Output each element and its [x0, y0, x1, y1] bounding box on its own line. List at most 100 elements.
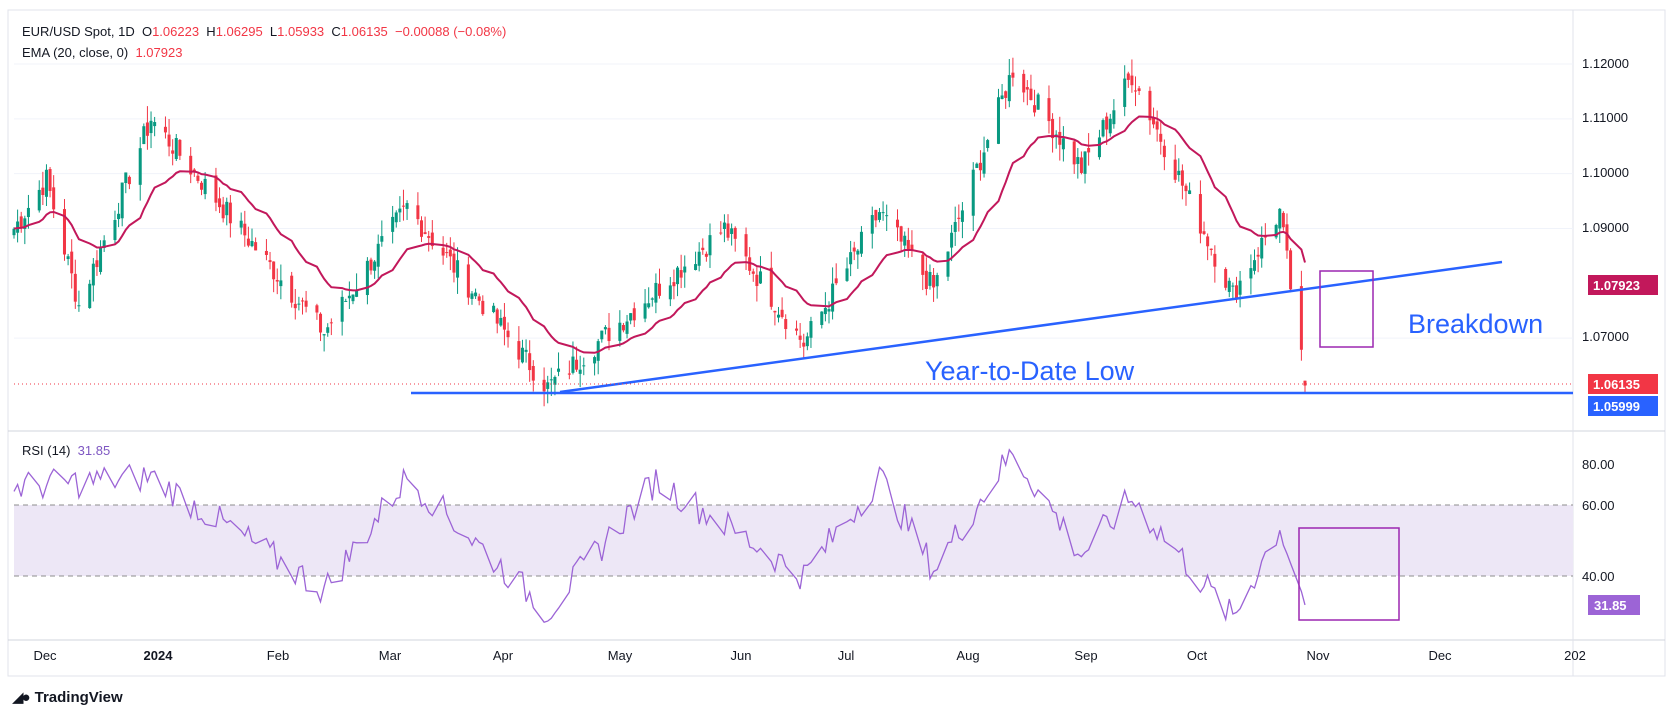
time-tick: Jul	[838, 648, 855, 663]
candle-body	[520, 347, 524, 363]
candle-body	[1079, 157, 1083, 173]
candle-body	[275, 280, 279, 282]
candle-body	[441, 247, 445, 256]
candle-body	[733, 227, 737, 239]
candle-body	[730, 228, 734, 234]
ema-line	[13, 115, 1306, 354]
ytd-low-badge	[1588, 396, 1658, 416]
candle-body	[369, 259, 373, 271]
candle-body	[708, 235, 712, 256]
candle-body	[776, 314, 781, 318]
candle-body	[697, 251, 701, 266]
candle-body	[795, 328, 799, 331]
candle-body	[1112, 110, 1116, 125]
time-tick: Feb	[267, 648, 289, 663]
candle-body	[971, 169, 975, 216]
candle-body	[1224, 269, 1228, 288]
candle-body	[802, 342, 806, 347]
candle-body	[171, 150, 175, 154]
rsi-legend: RSI (14) 31.85	[22, 443, 110, 458]
candle-body	[1148, 90, 1152, 121]
time-tick: Dec	[33, 648, 57, 663]
candle-body	[805, 336, 809, 347]
candle-body	[1126, 73, 1130, 80]
candle-body	[492, 305, 496, 313]
time-tick: Apr	[493, 648, 514, 663]
candle-body	[679, 270, 683, 278]
candle-body	[272, 261, 276, 280]
candle-body	[1231, 285, 1235, 287]
candle-body	[174, 138, 178, 160]
candle-body	[1000, 95, 1004, 100]
candle-body	[1206, 236, 1210, 247]
candle-body	[1184, 185, 1188, 192]
candle-body	[755, 274, 759, 287]
rsi-band	[14, 505, 1573, 576]
candle-body	[1058, 131, 1062, 145]
candle-body	[950, 232, 954, 248]
chart-frame	[7, 9, 1666, 677]
candle-body	[1101, 120, 1105, 137]
candle-body	[823, 307, 827, 315]
candle-body	[744, 234, 748, 257]
candle-body	[124, 172, 128, 184]
candle-body	[1249, 268, 1253, 279]
candle-body	[380, 236, 384, 242]
candle-body	[910, 244, 914, 250]
candle-body	[924, 270, 928, 290]
candle-body	[214, 175, 218, 203]
candle-body	[921, 254, 925, 275]
candle-body	[322, 334, 326, 336]
candle-body	[1162, 145, 1166, 158]
candle-body	[1022, 73, 1026, 93]
candle-body	[571, 356, 575, 373]
rsi-tick: 60.00	[1582, 498, 1615, 513]
candle-body	[225, 201, 229, 216]
candle-body	[517, 341, 521, 360]
candle-body	[329, 322, 333, 324]
candle-body	[394, 212, 398, 223]
candle-body	[629, 313, 633, 321]
candle-body	[344, 300, 348, 302]
candle-body	[567, 373, 571, 375]
candle-body	[895, 219, 900, 228]
candle-body	[986, 140, 990, 148]
candle-body	[1234, 285, 1238, 300]
candle-body	[722, 222, 726, 230]
candle-body	[19, 216, 23, 227]
chart-legend: EUR/USD Spot, 1D O1.06223 H1.06295 L1.05…	[22, 24, 506, 39]
candle-body	[1004, 91, 1008, 98]
candle-body	[102, 240, 106, 249]
candle-body	[877, 212, 881, 220]
candle-body	[1202, 231, 1206, 234]
close-value: 1.06135	[340, 24, 388, 39]
candle-body	[304, 300, 308, 307]
candle-body	[542, 379, 546, 392]
candle-body	[1097, 137, 1101, 158]
candle-body	[373, 261, 377, 271]
candle-body	[351, 294, 355, 302]
candle-body	[780, 309, 784, 318]
change-value: −0.00088 (−0.08%)	[395, 24, 507, 39]
candle-body	[600, 330, 604, 340]
candle-body	[1180, 170, 1184, 186]
close-label: C	[331, 24, 341, 39]
candle-body	[300, 300, 304, 302]
candle-body	[120, 182, 124, 219]
candle-body	[423, 232, 427, 235]
candle-body	[448, 249, 452, 257]
candle-body	[657, 283, 662, 296]
candle-body	[1033, 105, 1037, 113]
candle-body	[676, 267, 680, 285]
candle-body	[466, 264, 470, 298]
low-label: L	[269, 24, 278, 39]
candle-body	[1289, 250, 1293, 290]
candle-body	[874, 209, 878, 221]
open-value: 1.06223	[152, 24, 200, 39]
tradingview-logo[interactable]: ◢● TradingView	[12, 688, 123, 707]
time-tick: Dec	[1428, 648, 1452, 663]
candle-body	[167, 134, 171, 147]
tradingview-logo-icon: ◢●	[12, 689, 31, 706]
candle-body	[672, 282, 676, 287]
